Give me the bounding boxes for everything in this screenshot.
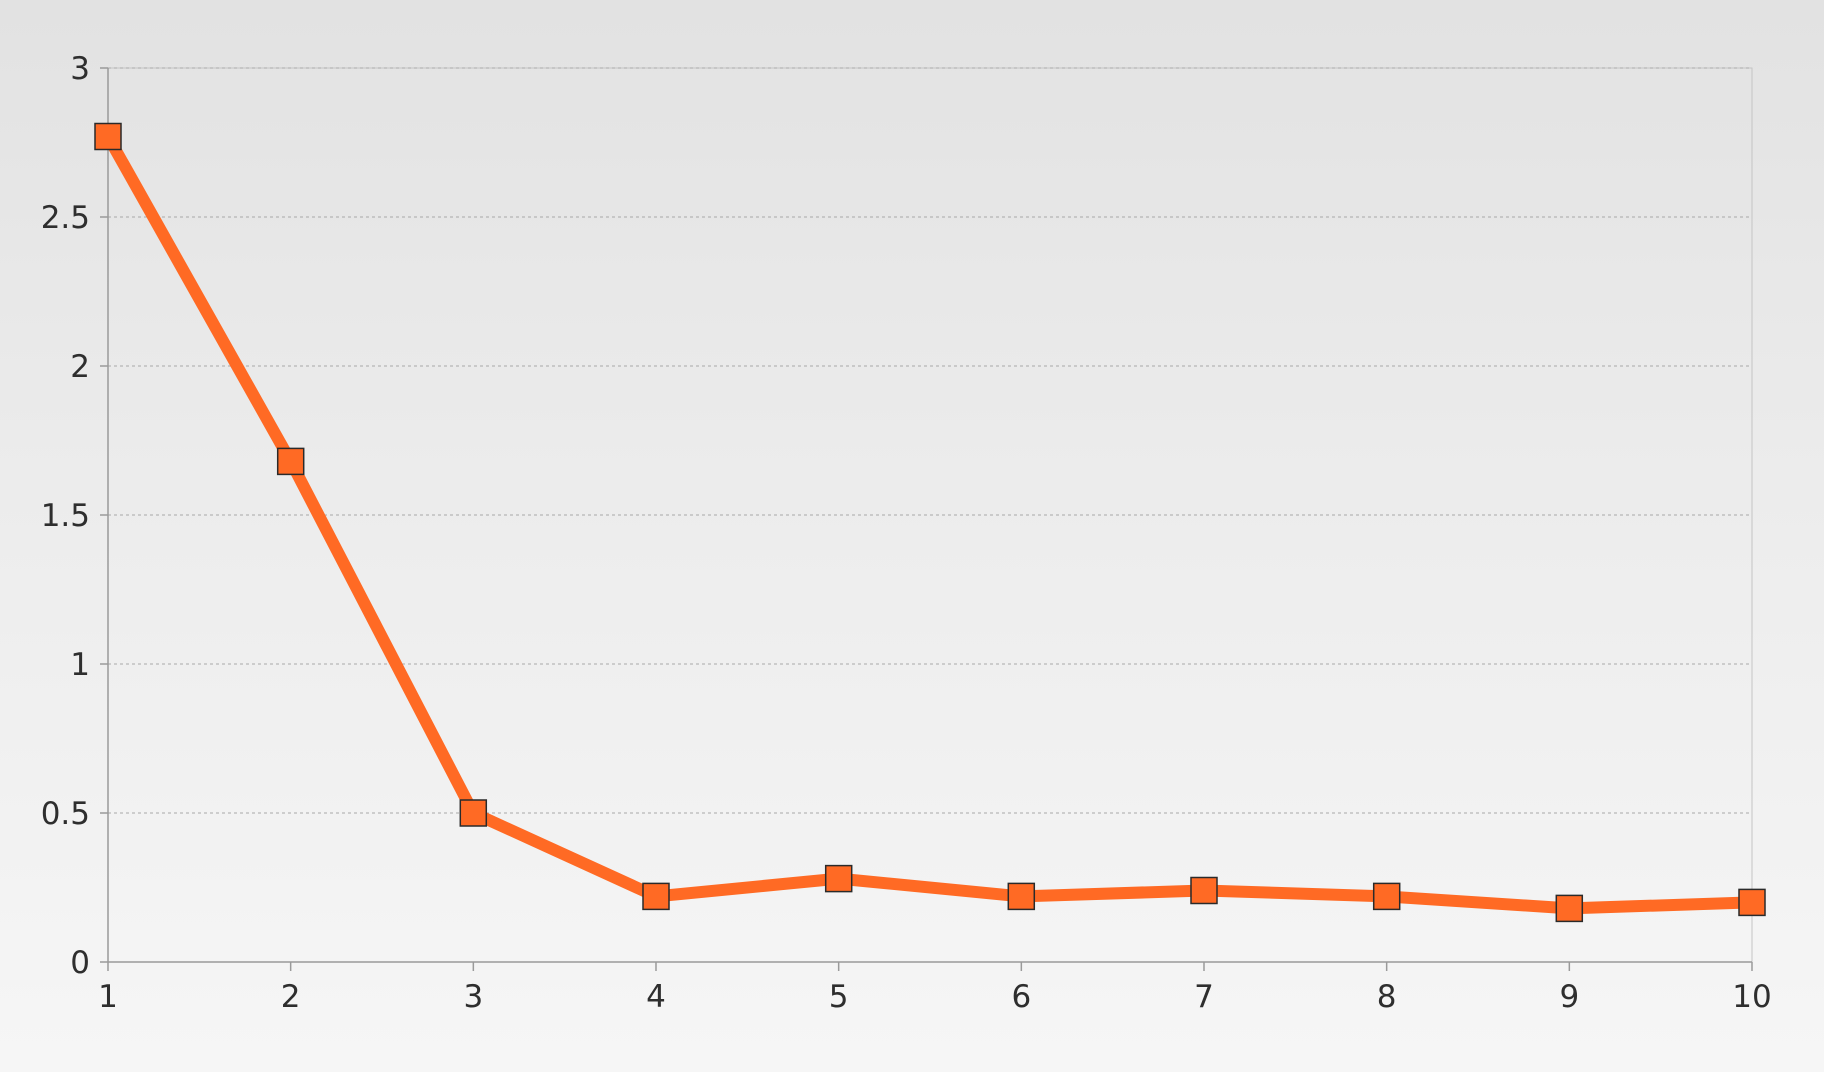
y-tick-label: 2	[70, 349, 90, 385]
data-point-marker	[1372, 882, 1401, 911]
x-tick-label: 9	[1559, 979, 1579, 1015]
data-point-marker	[1007, 882, 1036, 911]
y-tick-label: 0	[70, 945, 90, 981]
y-tick-label: 2.5	[41, 200, 90, 236]
y-tick-label: 0.5	[41, 796, 90, 832]
x-tick-label: 2	[281, 979, 301, 1015]
y-axis-ticks: 0 0.5 1 1.5 2 2.5 3	[41, 51, 108, 981]
x-tick-label: 6	[1011, 979, 1031, 1015]
data-point-marker	[459, 799, 488, 827]
y-tick-label: 1.5	[41, 498, 90, 534]
series-line	[102, 130, 1758, 915]
x-tick-label: 10	[1732, 979, 1771, 1015]
grid-lines	[108, 67, 1752, 814]
data-point-marker	[94, 122, 122, 151]
x-tick-label: 1	[98, 979, 118, 1015]
x-axis-ticks: 1 2 3 4 5 6 7 8 9 10	[98, 962, 1772, 1015]
x-tick-label: 3	[463, 979, 483, 1015]
data-point-marker	[276, 447, 305, 476]
x-tick-label: 4	[646, 979, 666, 1015]
data-point-marker	[1738, 888, 1766, 917]
series-layer	[94, 122, 1766, 923]
data-point-marker	[1190, 876, 1218, 905]
x-tick-label: 8	[1377, 979, 1397, 1015]
x-tick-label: 5	[829, 979, 849, 1015]
x-tick-label: 7	[1194, 979, 1214, 1015]
y-tick-label: 1	[70, 647, 90, 683]
data-point-marker	[1555, 894, 1584, 923]
data-point-marker	[824, 864, 853, 893]
y-tick-label: 3	[70, 51, 90, 87]
data-point-marker	[642, 882, 670, 911]
